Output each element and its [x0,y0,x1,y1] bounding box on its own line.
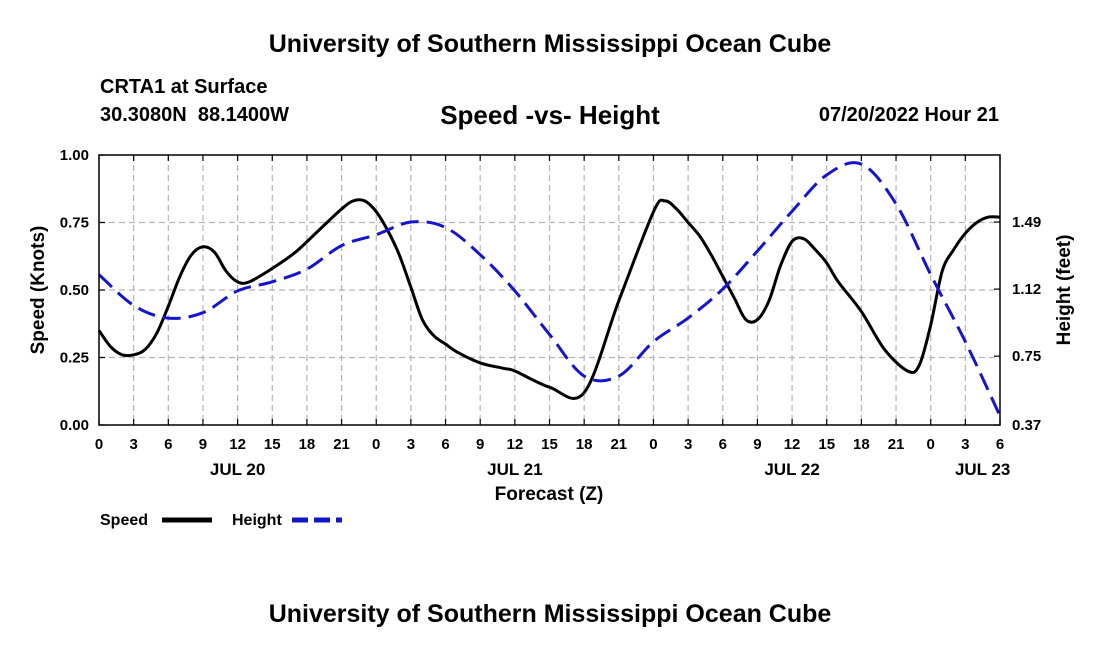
x-tick-label: 0 [95,436,103,453]
x-tick-label: 6 [164,436,172,453]
station-label: CRTA1 at Surface [100,76,268,98]
x-tick-label: 18 [299,436,316,453]
x-tick-label: 0 [372,436,380,453]
x-tick-label: 0 [649,436,657,453]
x-axis-label: Forecast (Z) [495,484,604,505]
x-tick-label: 21 [888,436,905,453]
x-tick-label: 3 [684,436,692,453]
x-date-label: JUL 21 [487,460,542,479]
legend-height-label: Height [232,512,282,529]
x-tick-label: 6 [719,436,727,453]
forecast-datetime: 07/20/2022 Hour 21 [818,104,999,126]
station-coordinates: 30.3080N 88.1400W [100,104,290,126]
speed-series-line [97,198,1001,400]
x-tick-label: 9 [753,436,761,453]
x-date-label: JUL 23 [955,460,1010,479]
x-tick-label: 15 [264,436,281,453]
height-series-line [97,161,1002,417]
y2-axis-label: Height (feet) [1054,235,1075,346]
y-tick-label: 0.25 [60,350,89,367]
legend: Speed Height [100,512,342,529]
x-tick-label: 18 [576,436,593,453]
y2-tick-label: 0.37 [1012,417,1041,434]
y-axis-label: Speed (Knots) [28,226,49,355]
x-tick-label: 12 [784,436,801,453]
legend-speed-label: Speed [100,512,148,529]
y2-tick-label: 1.12 [1012,281,1041,298]
x-tick-label: 15 [541,436,558,453]
x-date-label: JUL 20 [210,460,265,479]
chart-title: Speed -vs- Height [440,100,660,130]
x-tick-label: 18 [853,436,870,453]
x-tick-label: 6 [996,436,1004,453]
x-tick-label: 21 [333,436,350,453]
x-tick-label: 6 [441,436,449,453]
y-tick-label: 0.50 [60,282,89,299]
x-tick-label: 0 [927,436,935,453]
x-tick-label: 3 [961,436,969,453]
x-tick-label: 9 [199,436,207,453]
page-title: University of Southern Mississippi Ocean… [268,30,832,58]
x-tick-label: 9 [476,436,484,453]
y-tick-label: 1.00 [60,147,89,164]
y2-tick-label: 1.49 [1012,214,1041,231]
y-tick-label: 0.00 [60,417,89,434]
x-tick-label: 12 [229,436,246,453]
x-date-label: JUL 22 [764,460,819,479]
footer-title: University of Southern Mississippi Ocean… [268,600,832,628]
y2-tick-label: 0.75 [1012,348,1041,365]
x-tick-label: 3 [407,436,415,453]
x-tick-label: 12 [507,436,524,453]
y-tick-label: 0.75 [60,215,89,232]
x-tick-label: 15 [818,436,835,453]
x-tick-label: 21 [610,436,627,453]
x-tick-label: 3 [129,436,137,453]
